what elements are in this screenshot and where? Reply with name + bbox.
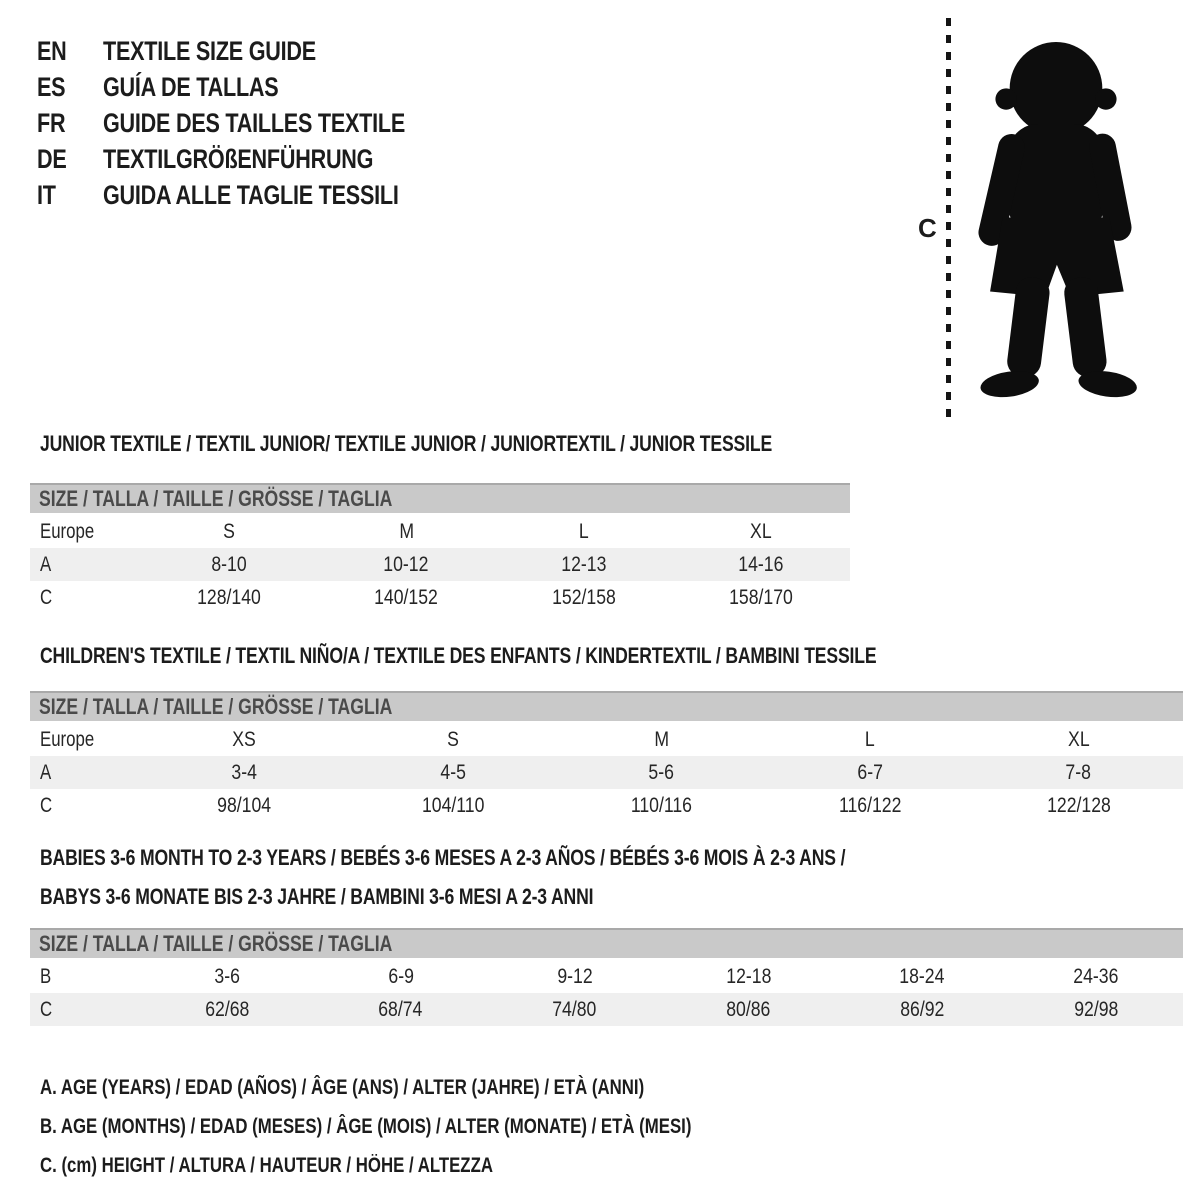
table-row: A 8-10 10-12 12-13 14-16: [30, 548, 850, 581]
table-cell: 68/74: [378, 998, 423, 1021]
language-code: ES: [37, 71, 66, 102]
table-cell: 80/86: [726, 998, 771, 1021]
guide-title: TEXTILGRÖßENFÜHRUNG: [103, 143, 374, 174]
height-measure-figure: C: [900, 10, 1180, 430]
table-body: B 3-6 6-9 9-12 12-18 18-24 24-36 C 62/68 68/74 74/…: [30, 960, 1183, 1026]
table-header-text: SIZE / TALLA / TAILLE / GRÖSSE / TAGLIA: [39, 694, 393, 719]
size-table-children: SIZE / TALLA / TAILLE / GRÖSSE / TAGLIA …: [30, 691, 1183, 822]
table-cell: 6-7: [857, 761, 883, 784]
section-title-junior: JUNIOR TEXTILE / TEXTIL JUNIOR/ TEXTILE …: [40, 424, 955, 463]
guide-title: TEXTILE SIZE GUIDE: [103, 35, 316, 66]
row-label: C: [40, 794, 53, 817]
legend-line-c: C. (cm) HEIGHT / ALTURA / HAUTEUR / HÖHE…: [40, 1154, 493, 1177]
row-label: C: [40, 998, 53, 1021]
language-code: FR: [37, 107, 66, 138]
table-cell: 116/122: [838, 794, 902, 817]
table-cell: XL: [750, 520, 773, 543]
language-row: EN TEXTILE SIZE GUIDE: [37, 33, 481, 69]
legend-line-b: B. AGE (MONTHS) / EDAD (MESES) / ÂGE (MO…: [40, 1115, 692, 1138]
guide-title: GUIDA ALLE TAGLIE TESSILI: [103, 179, 399, 210]
legend-line-a: A. AGE (YEARS) / EDAD (AÑOS) / ÂGE (ANS)…: [40, 1076, 645, 1099]
table-cell: L: [865, 728, 875, 751]
table-body: Europe S M L XL A 8-10 10-12 12-13 14-16 C 128/140 1…: [30, 515, 850, 614]
guide-title: GUIDE DES TAILLES TEXTILE: [103, 107, 406, 138]
row-label: Europe: [40, 728, 95, 751]
legend: A. AGE (YEARS) / EDAD (AÑOS) / ÂGE (ANS)…: [40, 1068, 854, 1185]
table-cell: 140/152: [374, 586, 439, 609]
table-header-bar: SIZE / TALLA / TAILLE / GRÖSSE / TAGLIA: [30, 483, 850, 513]
table-cell: 12-18: [725, 965, 771, 988]
section-title-text: JUNIOR TEXTILE / TEXTIL JUNIOR/ TEXTILE …: [40, 431, 773, 456]
table-row: A 3-4 4-5 5-6 6-7 7-8: [30, 756, 1183, 789]
table-header-text: SIZE / TALLA / TAILLE / GRÖSSE / TAGLIA: [39, 486, 393, 511]
table-cell: XS: [232, 728, 257, 751]
table-cell: 3-4: [231, 761, 258, 784]
table-cell: M: [654, 728, 669, 751]
table-body: Europe XS S M L XL A 3-4 4-5 5-6 6-7 7-8 C 98/104 104/…: [30, 723, 1183, 822]
section-title-text: BABIES 3-6 MONTH TO 2-3 YEARS / BEBÉS 3-…: [40, 845, 846, 870]
table-cell: L: [578, 520, 589, 543]
language-row: IT GUIDA ALLE TAGLIE TESSILI: [37, 177, 481, 213]
table-cell: 74/80: [552, 998, 597, 1021]
table-row: C 128/140 140/152 152/158 158/170: [30, 581, 850, 614]
table-cell: 152/158: [551, 586, 616, 609]
table-cell: 104/110: [421, 794, 485, 817]
table-cell: 5-6: [648, 761, 675, 784]
table-row: C 62/68 68/74 74/80 80/86 86/92 92/98: [30, 993, 1183, 1026]
table-cell: 98/104: [217, 794, 272, 817]
table-row: Europe S M L XL: [30, 515, 850, 548]
table-cell: 12-13: [561, 553, 607, 576]
table-cell: 122/128: [1046, 794, 1111, 817]
table-row: Europe XS S M L XL: [30, 723, 1183, 756]
table-cell: 158/170: [729, 586, 794, 609]
table-row: C 98/104 104/110 110/116 116/122 122/128: [30, 789, 1183, 822]
table-header-bar: SIZE / TALLA / TAILLE / GRÖSSE / TAGLIA: [30, 928, 1183, 958]
table-cell: 9-12: [556, 965, 593, 988]
row-label: Europe: [40, 520, 95, 543]
language-row: ES GUÍA DE TALLAS: [37, 69, 481, 105]
language-title-list: EN TEXTILE SIZE GUIDE ES GUÍA DE TALLAS …: [37, 33, 481, 213]
table-cell: XL: [1067, 728, 1090, 751]
table-header-text: SIZE / TALLA / TAILLE / GRÖSSE / TAGLIA: [39, 931, 393, 956]
row-label: A: [40, 553, 52, 576]
table-cell: 62/68: [204, 998, 249, 1021]
table-cell: 92/98: [1073, 998, 1119, 1021]
language-code: EN: [37, 35, 67, 66]
table-cell: M: [398, 520, 414, 543]
size-table-babies: SIZE / TALLA / TAILLE / GRÖSSE / TAGLIA …: [30, 928, 1183, 1026]
table-cell: 14-16: [738, 553, 784, 576]
table-cell: 24-36: [1073, 965, 1119, 988]
language-row: FR GUIDE DES TAILLES TEXTILE: [37, 105, 481, 141]
row-label: A: [40, 761, 52, 784]
table-cell: 110/116: [630, 794, 693, 817]
section-title-text: BABYS 3-6 MONATE BIS 2-3 JAHRE / BAMBINI…: [40, 884, 594, 909]
table-cell: 128/140: [196, 586, 261, 609]
table-cell: 4-5: [440, 761, 466, 784]
measure-label-c: C: [918, 213, 937, 243]
section-title-text: CHILDREN'S TEXTILE / TEXTIL NIÑO/A / TEX…: [40, 643, 877, 668]
table-cell: 10-12: [383, 553, 429, 576]
table-cell: 7-8: [1065, 761, 1092, 784]
table-cell: S: [446, 728, 459, 751]
guide-title: GUÍA DE TALLAS: [103, 71, 279, 102]
table-cell: 3-6: [214, 965, 240, 988]
height-dashed-line: [946, 18, 951, 418]
table-row: B 3-6 6-9 9-12 12-18 18-24 24-36: [30, 960, 1183, 993]
size-table-junior: SIZE / TALLA / TAILLE / GRÖSSE / TAGLIA …: [30, 483, 850, 614]
table-cell: 86/92: [900, 998, 945, 1021]
language-code: DE: [37, 143, 67, 174]
language-code: IT: [37, 179, 56, 210]
table-header-bar: SIZE / TALLA / TAILLE / GRÖSSE / TAGLIA: [30, 691, 1183, 721]
table-cell: 8-10: [211, 553, 247, 576]
table-cell: 6-9: [387, 965, 414, 988]
language-row: DE TEXTILGRÖßENFÜHRUNG: [37, 141, 481, 177]
section-title-babies: BABIES 3-6 MONTH TO 2-3 YEARS / BEBÉS 3-…: [40, 838, 1047, 916]
table-cell: 18-24: [899, 965, 945, 988]
table-cell: S: [222, 520, 235, 543]
section-title-children: CHILDREN'S TEXTILE / TEXTIL NIÑO/A / TEX…: [40, 636, 1086, 675]
row-label: C: [40, 586, 53, 609]
row-label: B: [40, 965, 52, 988]
toddler-silhouette-icon: [978, 42, 1137, 398]
